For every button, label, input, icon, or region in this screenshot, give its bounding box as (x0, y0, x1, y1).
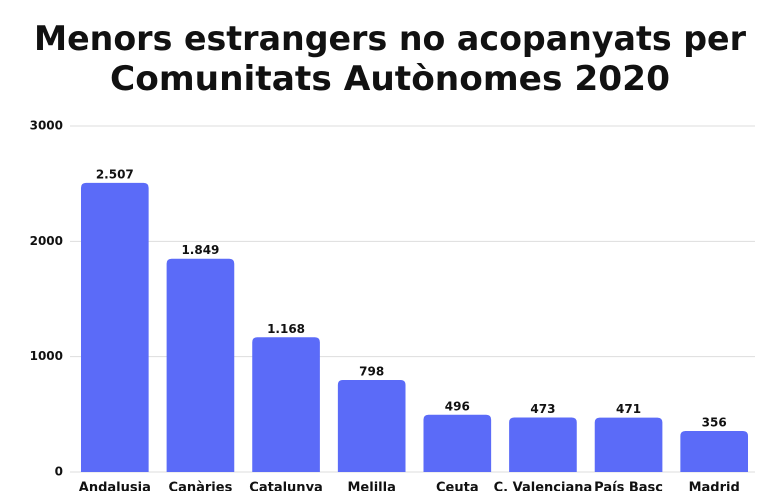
chart-title: Menors estrangers no acopanyats per (34, 19, 746, 59)
y-tick-label: 2000 (30, 234, 63, 248)
bar (423, 414, 492, 472)
bar (252, 337, 320, 472)
value-label: 1.168 (267, 322, 305, 336)
bar (680, 430, 749, 472)
x-tick-label: Andalusia (79, 481, 151, 491)
bar (594, 417, 663, 472)
chart-title: Comunitats Autònomes 2020 (110, 59, 670, 99)
x-tick-label: Madrid (689, 481, 740, 491)
value-label: 2.507 (96, 167, 134, 181)
bar (509, 417, 577, 472)
y-tick-label: 1000 (30, 349, 63, 363)
x-tick-label: C. Valenciana (494, 481, 593, 491)
value-label: 1.849 (181, 243, 219, 257)
bar (337, 379, 406, 472)
y-tick-label: 3000 (30, 119, 63, 133)
x-tick-label: País Basc (594, 481, 663, 491)
x-tick-label: Ceuta (436, 481, 479, 491)
x-tick-label: Catalunya (249, 481, 323, 491)
bar (80, 182, 149, 473)
value-label: 798 (359, 364, 384, 378)
value-label: 496 (445, 399, 470, 413)
x-tick-label: Melilla (348, 481, 396, 491)
x-tick-label: Canàries (169, 481, 233, 491)
value-label: 356 (702, 415, 727, 429)
value-label: 473 (530, 402, 555, 416)
bar (166, 258, 235, 472)
value-label: 471 (616, 402, 641, 416)
y-tick-label: 0 (55, 465, 63, 479)
